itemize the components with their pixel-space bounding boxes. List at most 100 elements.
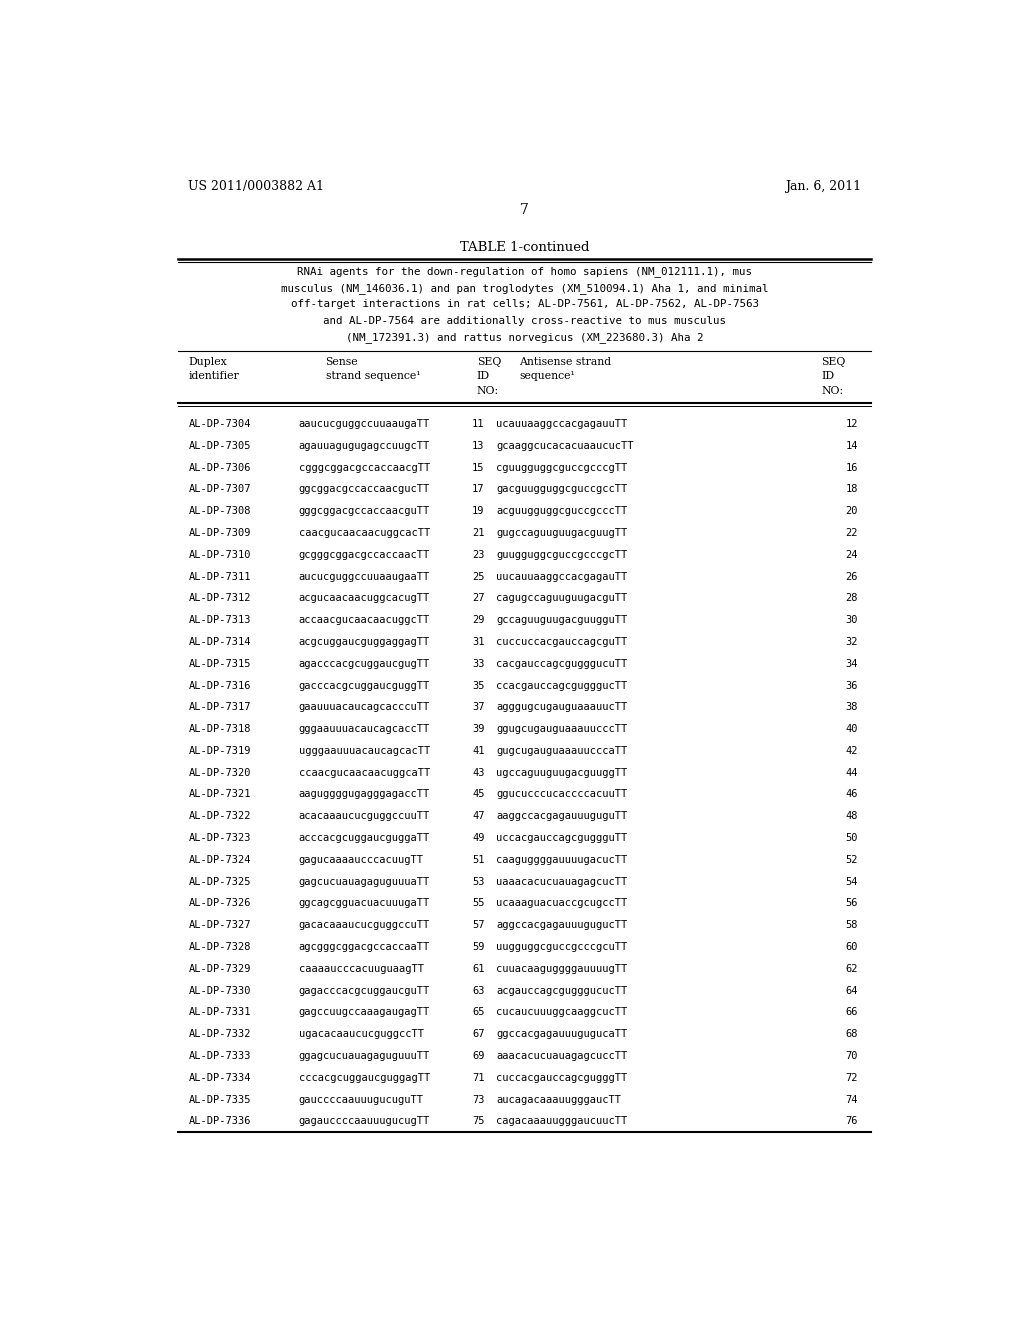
Text: 65: 65 [472, 1007, 484, 1018]
Text: 67: 67 [472, 1030, 484, 1039]
Text: agggugcugauguaaauucTT: agggugcugauguaaauucTT [496, 702, 628, 713]
Text: AL-DP-7306: AL-DP-7306 [188, 462, 251, 473]
Text: aaacacucuauagagcuccTT: aaacacucuauagagcuccTT [496, 1051, 628, 1061]
Text: acguugguggcguccgcccTT: acguugguggcguccgcccTT [496, 506, 628, 516]
Text: ggucucccucaccccacuuTT: ggucucccucaccccacuuTT [496, 789, 628, 800]
Text: 66: 66 [846, 1007, 858, 1018]
Text: acgcuggaucguggaggagTT: acgcuggaucguggaggagTT [299, 638, 430, 647]
Text: ccacgauccagcgugggucTT: ccacgauccagcgugggucTT [496, 681, 628, 690]
Text: 62: 62 [846, 964, 858, 974]
Text: musculus (NM_146036.1) and pan troglodytes (XM_510094.1) Aha 1, and minimal: musculus (NM_146036.1) and pan troglodyt… [281, 282, 769, 293]
Text: cucaucuuuggcaaggcucTT: cucaucuuuggcaaggcucTT [496, 1007, 628, 1018]
Text: gagucaaaaucccacuugTT: gagucaaaaucccacuugTT [299, 855, 424, 865]
Text: ggagcucuauagaguguuuTT: ggagcucuauagaguguuuTT [299, 1051, 430, 1061]
Text: uugguggcguccgcccgcuTT: uugguggcguccgcccgcuTT [496, 942, 628, 952]
Text: cccacgcuggaucguggagTT: cccacgcuggaucguggagTT [299, 1073, 430, 1082]
Text: 25: 25 [472, 572, 484, 582]
Text: AL-DP-7308: AL-DP-7308 [188, 506, 251, 516]
Text: acacaaaucucguggccuuTT: acacaaaucucguggccuuTT [299, 812, 430, 821]
Text: 14: 14 [846, 441, 858, 451]
Text: 51: 51 [472, 855, 484, 865]
Text: 42: 42 [846, 746, 858, 756]
Text: 34: 34 [846, 659, 858, 669]
Text: AL-DP-7305: AL-DP-7305 [188, 441, 251, 451]
Text: 57: 57 [472, 920, 484, 931]
Text: 69: 69 [472, 1051, 484, 1061]
Text: gauccccaauuugucuguTT: gauccccaauuugucuguTT [299, 1094, 424, 1105]
Text: off-target interactions in rat cells; AL-DP-7561, AL-DP-7562, AL-DP-7563: off-target interactions in rat cells; AL… [291, 300, 759, 309]
Text: gacccacgcuggaucguggTT: gacccacgcuggaucguggTT [299, 681, 430, 690]
Text: AL-DP-7327: AL-DP-7327 [188, 920, 251, 931]
Text: ggccacgagauuugugucaTT: ggccacgagauuugugucaTT [496, 1030, 628, 1039]
Text: ugggaauuuacaucagcacTT: ugggaauuuacaucagcacTT [299, 746, 430, 756]
Text: ucaaaguacuaccgcugccTT: ucaaaguacuaccgcugccTT [496, 899, 628, 908]
Text: 61: 61 [472, 964, 484, 974]
Text: 35: 35 [472, 681, 484, 690]
Text: 74: 74 [846, 1094, 858, 1105]
Text: 18: 18 [846, 484, 858, 495]
Text: accaacgucaacaacuggcTT: accaacgucaacaacuggcTT [299, 615, 430, 626]
Text: Duplex: Duplex [188, 356, 227, 367]
Text: 21: 21 [472, 528, 484, 539]
Text: AL-DP-7310: AL-DP-7310 [188, 550, 251, 560]
Text: AL-DP-7336: AL-DP-7336 [188, 1117, 251, 1126]
Text: ccaacgucaacaacuggcaTT: ccaacgucaacaacuggcaTT [299, 768, 430, 777]
Text: AL-DP-7332: AL-DP-7332 [188, 1030, 251, 1039]
Text: 44: 44 [846, 768, 858, 777]
Text: guugguggcguccgcccgcTT: guugguggcguccgcccgcTT [496, 550, 628, 560]
Text: ucauuaaggccacgagauuTT: ucauuaaggccacgagauuTT [496, 418, 628, 429]
Text: AL-DP-7330: AL-DP-7330 [188, 986, 251, 995]
Text: AL-DP-7331: AL-DP-7331 [188, 1007, 251, 1018]
Text: 11: 11 [472, 418, 484, 429]
Text: 32: 32 [846, 638, 858, 647]
Text: 71: 71 [472, 1073, 484, 1082]
Text: 60: 60 [846, 942, 858, 952]
Text: AL-DP-7326: AL-DP-7326 [188, 899, 251, 908]
Text: gagacccacgcuggaucguTT: gagacccacgcuggaucguTT [299, 986, 430, 995]
Text: 54: 54 [846, 876, 858, 887]
Text: 28: 28 [846, 594, 858, 603]
Text: 12: 12 [846, 418, 858, 429]
Text: AL-DP-7335: AL-DP-7335 [188, 1094, 251, 1105]
Text: cguugguggcguccgcccgTT: cguugguggcguccgcccgTT [496, 462, 628, 473]
Text: SEQ: SEQ [477, 356, 501, 367]
Text: AL-DP-7328: AL-DP-7328 [188, 942, 251, 952]
Text: ggcggacgccaccaacgucTT: ggcggacgccaccaacgucTT [299, 484, 430, 495]
Text: cgggcggacgccaccaacgTT: cgggcggacgccaccaacgTT [299, 462, 430, 473]
Text: 50: 50 [846, 833, 858, 843]
Text: 64: 64 [846, 986, 858, 995]
Text: uccacgauccagcguggguTT: uccacgauccagcguggguTT [496, 833, 628, 843]
Text: 63: 63 [472, 986, 484, 995]
Text: (NM_172391.3) and rattus norvegicus (XM_223680.3) Aha 2: (NM_172391.3) and rattus norvegicus (XM_… [346, 333, 703, 343]
Text: 47: 47 [472, 812, 484, 821]
Text: strand sequence¹: strand sequence¹ [326, 371, 420, 381]
Text: AL-DP-7319: AL-DP-7319 [188, 746, 251, 756]
Text: 45: 45 [472, 789, 484, 800]
Text: 33: 33 [472, 659, 484, 669]
Text: TABLE 1-continued: TABLE 1-continued [460, 240, 590, 253]
Text: caaaaucccacuuguaagTT: caaaaucccacuuguaagTT [299, 964, 424, 974]
Text: cagacaaauugggaucuucTT: cagacaaauugggaucuucTT [496, 1117, 628, 1126]
Text: aaucucguggccuuaaugaTT: aaucucguggccuuaaugaTT [299, 418, 430, 429]
Text: AL-DP-7321: AL-DP-7321 [188, 789, 251, 800]
Text: 30: 30 [846, 615, 858, 626]
Text: NO:: NO: [821, 385, 844, 396]
Text: sequence¹: sequence¹ [519, 371, 575, 381]
Text: AL-DP-7317: AL-DP-7317 [188, 702, 251, 713]
Text: 17: 17 [472, 484, 484, 495]
Text: 16: 16 [846, 462, 858, 473]
Text: cuccacgauccagcgugggTT: cuccacgauccagcgugggTT [496, 1073, 628, 1082]
Text: SEQ: SEQ [821, 356, 846, 367]
Text: AL-DP-7320: AL-DP-7320 [188, 768, 251, 777]
Text: 19: 19 [472, 506, 484, 516]
Text: AL-DP-7334: AL-DP-7334 [188, 1073, 251, 1082]
Text: AL-DP-7324: AL-DP-7324 [188, 855, 251, 865]
Text: 26: 26 [846, 572, 858, 582]
Text: gugccaguuguugacguugTT: gugccaguuguugacguugTT [496, 528, 628, 539]
Text: aaguggggugagggagaccTT: aaguggggugagggagaccTT [299, 789, 430, 800]
Text: 7: 7 [520, 203, 529, 216]
Text: AL-DP-7312: AL-DP-7312 [188, 594, 251, 603]
Text: 23: 23 [472, 550, 484, 560]
Text: acccacgcuggaucguggaTT: acccacgcuggaucguggaTT [299, 833, 430, 843]
Text: gagauccccaauuugucugTT: gagauccccaauuugucugTT [299, 1117, 430, 1126]
